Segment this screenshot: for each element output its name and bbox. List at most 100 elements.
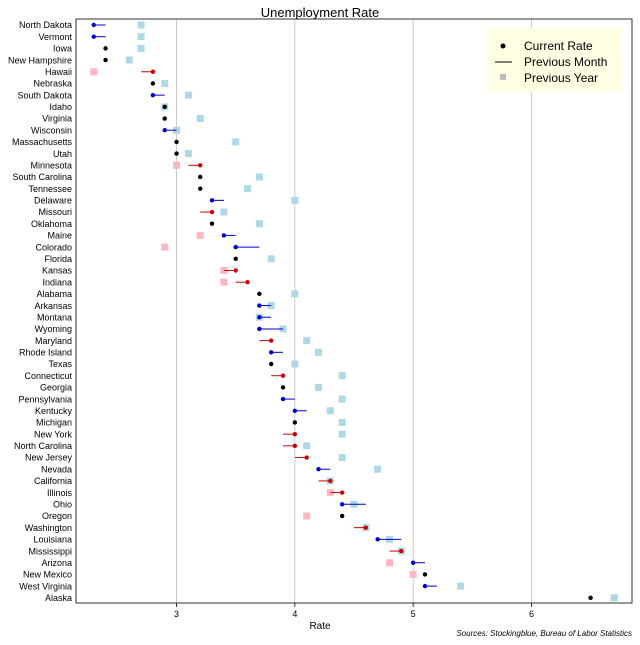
current-rate-dot-rhode-island: [268, 350, 274, 355]
state-label-wisconsin: Wisconsin: [31, 125, 72, 135]
previous-year-marker-iowa: [137, 44, 145, 52]
previous-year-marker-south-dakota: [184, 91, 192, 99]
state-label-iowa: Iowa: [53, 44, 72, 54]
legend-previous-year-marker: [500, 74, 506, 80]
state-label-california: California: [34, 476, 72, 486]
previous-year-marker-colorado: [161, 243, 169, 251]
current-rate-dot-washington: [363, 525, 369, 530]
state-label-louisiana: Louisiana: [33, 535, 72, 545]
state-label-new-york: New York: [34, 429, 73, 439]
previous-year-marker-missouri: [220, 208, 228, 216]
current-rate-dot-kentucky: [292, 408, 298, 413]
state-label-north-dakota: North Dakota: [19, 20, 72, 30]
legend-box: [487, 28, 621, 92]
state-label-missouri: Missouri: [38, 207, 72, 217]
current-rate-layer: [91, 22, 593, 601]
current-rate-dot-texas: [268, 361, 274, 367]
state-label-indiana: Indiana: [42, 277, 72, 287]
plot-frame: [75, 18, 633, 604]
previous-year-marker-oregon: [303, 512, 311, 520]
state-label-mississippi: Mississippi: [28, 546, 72, 556]
state-label-north-carolina: North Carolina: [14, 441, 72, 451]
previous-year-marker-michigan: [338, 418, 346, 426]
state-label-massachusetts: Massachusetts: [12, 137, 73, 147]
state-label-montana: Montana: [37, 312, 72, 322]
current-rate-dot-arizona: [410, 560, 416, 565]
current-rate-dot-new-mexico: [422, 572, 428, 577]
state-label-michigan: Michigan: [36, 418, 72, 428]
state-label-florida: Florida: [44, 254, 72, 264]
previous-year-marker-georgia: [315, 383, 323, 391]
state-label-pennsylvania: Pennsylvania: [18, 394, 72, 404]
state-label-washington: Washington: [25, 523, 72, 533]
current-rate-dot-delaware: [209, 198, 215, 203]
current-rate-dot-south-dakota: [150, 92, 156, 98]
current-rate-dot-kansas: [233, 268, 238, 273]
previous-year-marker-maryland: [303, 337, 311, 345]
state-label-wyoming: Wyoming: [35, 324, 72, 334]
x-tick-label-6: 6: [529, 609, 534, 619]
x-axis-ticks: 3 4 5 6: [174, 603, 534, 619]
current-rate-dot-montana: [257, 315, 262, 320]
previous-year-marker-south-carolina: [255, 173, 263, 181]
state-label-kentucky: Kentucky: [35, 406, 73, 416]
state-label-georgia: Georgia: [40, 383, 72, 393]
previous-year-marker-alaska: [610, 594, 618, 602]
current-rate-dot-minnesota: [198, 163, 203, 168]
previous-year-marker-massachusetts: [232, 138, 240, 146]
current-rate-dot-nevada: [316, 467, 321, 472]
previous-year-marker-north-dakota: [137, 21, 145, 29]
previous-year-marker-new-jersey: [338, 454, 346, 462]
state-label-new-jersey: New Jersey: [25, 453, 73, 463]
current-rate-dot-oklahoma: [209, 221, 215, 226]
previous-year-marker-arizona: [385, 559, 393, 567]
previous-year-marker-oklahoma: [255, 220, 263, 228]
state-label-arkansas: Arkansas: [34, 301, 72, 311]
current-rate-dot-illinois: [339, 490, 345, 495]
current-rate-dot-west-virginia: [422, 583, 428, 589]
x-axis-label: Rate: [309, 621, 331, 632]
previous-year-marker-north-carolina: [303, 442, 311, 450]
current-rate-dot-pennsylvania: [280, 396, 286, 402]
current-rate-dot-maryland: [268, 338, 274, 343]
current-rate-dot-colorado: [233, 244, 238, 250]
previous-year-marker-pennsylvania: [338, 395, 346, 403]
state-label-maine: Maine: [47, 231, 72, 241]
previous-year-marker-delaware: [291, 196, 299, 204]
legend-previous-month-label: Previous Month: [524, 55, 607, 69]
previous-year-marker-vermont: [137, 33, 145, 41]
state-label-nevada: Nevada: [41, 464, 72, 474]
current-rate-dot-connecticut: [280, 373, 286, 378]
state-label-hawaii: Hawaii: [45, 67, 72, 77]
previous-year-marker-minnesota: [173, 161, 181, 169]
current-rate-dot-california: [328, 478, 333, 484]
current-rate-dot-massachusetts: [174, 139, 179, 145]
current-rate-dot-georgia: [280, 385, 286, 390]
current-rate-dot-utah: [174, 151, 179, 156]
current-rate-dot-new-york: [292, 431, 298, 437]
state-label-oregon: Oregon: [42, 511, 72, 521]
current-rate-dot-virginia: [162, 116, 167, 121]
state-label-maryland: Maryland: [35, 336, 72, 346]
current-rate-dot-oregon: [339, 513, 345, 519]
current-rate-dot-michigan: [292, 420, 298, 425]
previous-year-marker-new-mexico: [409, 570, 417, 578]
previous-year-marker-nevada: [374, 465, 382, 473]
previous-year-marker-alabama: [291, 290, 299, 298]
state-label-minnesota: Minnesota: [30, 160, 72, 170]
current-rate-dot-mississippi: [399, 548, 404, 554]
current-rate-dot-north-dakota: [91, 22, 96, 28]
legend: Current Rate Previous Month Previous Yea…: [487, 28, 621, 92]
previous-year-marker-tennessee: [244, 185, 252, 193]
previous-year-marker-kentucky: [326, 407, 334, 415]
current-rate-dot-missouri: [209, 209, 215, 215]
chart-title: Unemployment Rate: [261, 5, 380, 20]
previous-year-marker-virginia: [196, 115, 204, 123]
state-label-illinois: Illinois: [47, 488, 73, 498]
state-label-virginia: Virginia: [42, 114, 72, 124]
state-label-alaska: Alaska: [45, 593, 72, 603]
x-tick-label-5: 5: [411, 609, 416, 619]
legend-previous-year-label: Previous Year: [524, 71, 598, 85]
previous-year-marker-indiana: [220, 278, 228, 286]
